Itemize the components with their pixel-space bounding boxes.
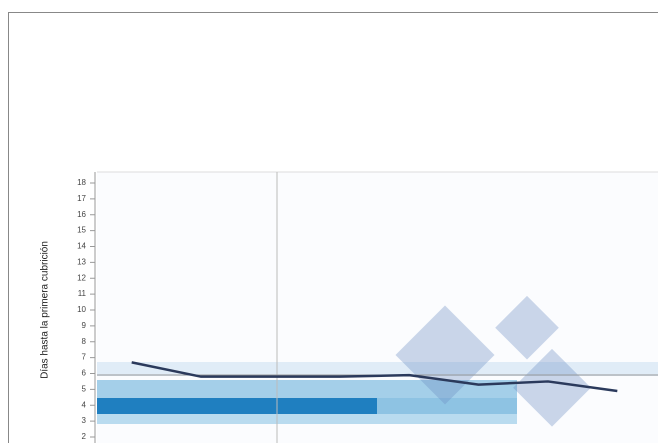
y-tick-label: 4 <box>82 400 87 409</box>
y-tick-label: 6 <box>82 369 87 378</box>
y-tick-label: 15 <box>77 226 86 235</box>
band <box>97 362 658 376</box>
band <box>97 380 517 398</box>
y-tick-label: 10 <box>77 305 86 314</box>
y-tick-label: 13 <box>77 257 86 266</box>
y-tick-label: 18 <box>77 178 86 187</box>
y-tick-label: 11 <box>78 289 87 298</box>
y-tick-label: 9 <box>82 321 87 330</box>
y-tick-label: 16 <box>77 210 86 219</box>
y-tick-label: 12 <box>77 273 86 282</box>
y-tick-label: 17 <box>77 194 86 203</box>
band <box>97 398 377 414</box>
y-axis-label: Días hasta la primera cubrición <box>40 241 51 379</box>
y-tick-label: 7 <box>82 353 87 362</box>
y-tick-label: 2 <box>82 432 87 441</box>
y-tick-label: 14 <box>77 242 86 251</box>
y-tick-label: 3 <box>82 416 87 425</box>
y-tick-label: 5 <box>82 384 87 393</box>
band <box>97 414 517 424</box>
band <box>377 398 517 414</box>
line <box>131 361 618 393</box>
y-tick-label: 8 <box>82 337 87 346</box>
